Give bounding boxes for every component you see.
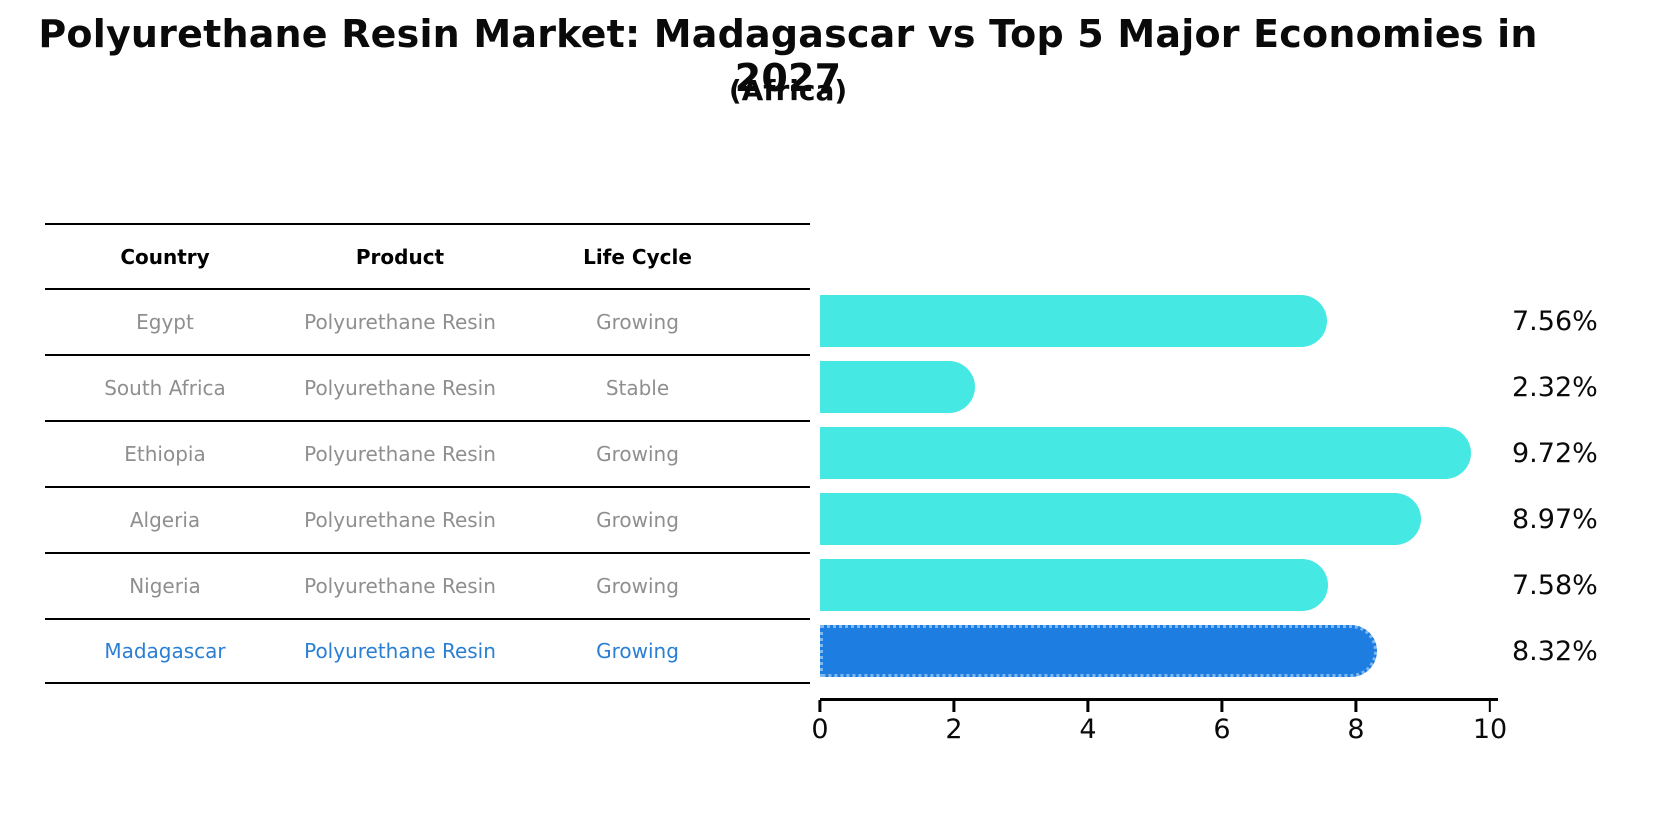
header-country: Country (120, 244, 210, 269)
cell-country: South Africa (104, 376, 226, 400)
cell-country: Madagascar (104, 639, 226, 663)
tick-label: 8 (1347, 714, 1365, 745)
axis-tick-0: 0 (811, 698, 829, 745)
bar-egypt (820, 295, 1327, 347)
value-label-egypt: 7.56% (1512, 305, 1598, 337)
x-axis-line (820, 698, 1498, 701)
tick-mark (1354, 700, 1358, 712)
cell-life-cycle: Growing (596, 442, 679, 466)
tick-mark (1220, 700, 1224, 712)
cell-product: Polyurethane Resin (304, 442, 496, 466)
bar-nigeria (820, 559, 1328, 611)
value-label-madagascar: 8.32% (1512, 635, 1598, 667)
chart-title: Polyurethane Resin Market: Madagascar vs… (38, 12, 1538, 100)
tick-label: 6 (1213, 714, 1231, 745)
value-label-column: 7.56% 2.32% 9.72% 8.97% 7.58% 8.32% (1512, 288, 1662, 684)
axis-tick-10: 10 (1473, 698, 1507, 745)
cell-life-cycle: Growing (596, 508, 679, 532)
bar-row-madagascar (820, 618, 1490, 684)
cell-product: Polyurethane Resin (304, 639, 496, 663)
bar-plot-area (820, 288, 1490, 684)
bar-row-algeria (820, 486, 1490, 552)
cell-life-cycle: Stable (605, 376, 670, 400)
tick-mark (1488, 700, 1492, 712)
axis-tick-4: 4 (1079, 698, 1097, 745)
table-row-nigeria: Nigeria Polyurethane Resin Growing (45, 552, 810, 618)
table-row-algeria: Algeria Polyurethane Resin Growing (45, 486, 810, 552)
x-axis: 0 2 4 6 8 10 (811, 698, 1507, 748)
table-row-madagascar: Madagascar Polyurethane Resin Growing (45, 618, 810, 684)
tick-mark (1086, 700, 1090, 712)
tick-label: 0 (811, 714, 829, 745)
country-table: Country Product Life Cycle Egypt Polyure… (45, 223, 810, 684)
chart-subtitle: (Africa) (728, 74, 848, 107)
value-label-algeria: 8.97% (1512, 503, 1598, 535)
cell-country: Nigeria (129, 574, 201, 598)
table-row-egypt: Egypt Polyurethane Resin Growing (45, 288, 810, 354)
bar-south-africa (820, 361, 976, 413)
table-row-ethiopia: Ethiopia Polyurethane Resin Growing (45, 420, 810, 486)
cell-product: Polyurethane Resin (304, 574, 496, 598)
axis-tick-6: 6 (1213, 698, 1231, 745)
cell-life-cycle: Growing (596, 574, 679, 598)
bar-row-nigeria (820, 552, 1490, 618)
cell-country: Egypt (136, 310, 194, 334)
cell-product: Polyurethane Resin (304, 376, 496, 400)
cell-country: Ethiopia (124, 442, 206, 466)
table-row-south-africa: South Africa Polyurethane Resin Stable (45, 354, 810, 420)
value-label-south-africa: 2.32% (1512, 371, 1598, 403)
cell-country: Algeria (129, 508, 201, 532)
header-life-cycle: Life Cycle (583, 244, 692, 269)
cell-life-cycle: Growing (596, 639, 679, 663)
bar-row-egypt (820, 288, 1490, 354)
table-header-row: Country Product Life Cycle (45, 223, 810, 288)
tick-mark (952, 700, 956, 712)
bar-row-ethiopia (820, 420, 1490, 486)
value-label-nigeria: 7.58% (1512, 569, 1598, 601)
axis-tick-8: 8 (1347, 698, 1365, 745)
header-product: Product (355, 244, 445, 269)
bar-ethiopia (820, 427, 1472, 479)
tick-label: 10 (1472, 714, 1508, 745)
value-label-ethiopia: 9.72% (1512, 437, 1598, 469)
bar-row-south-africa (820, 354, 1490, 420)
cell-product: Polyurethane Resin (304, 508, 496, 532)
tick-label: 4 (1079, 714, 1097, 745)
bar-madagascar-highlighted (820, 625, 1378, 677)
axis-tick-2: 2 (945, 698, 963, 745)
tick-mark (818, 700, 822, 712)
cell-product: Polyurethane Resin (304, 310, 496, 334)
tick-label: 2 (945, 714, 963, 745)
cell-life-cycle: Growing (596, 310, 679, 334)
bar-algeria (820, 493, 1421, 545)
